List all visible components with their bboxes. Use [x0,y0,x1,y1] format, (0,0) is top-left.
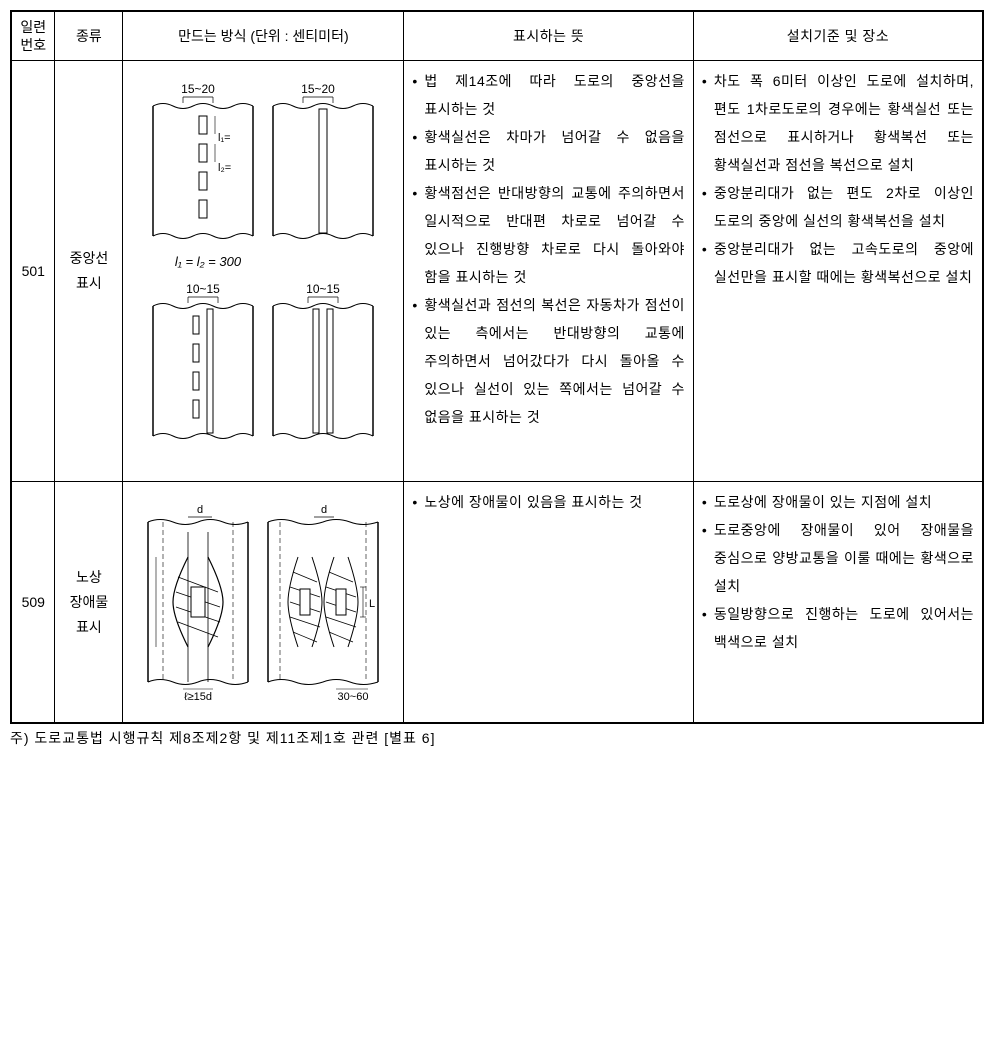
type-text-1: 중앙선 [70,250,109,266]
label-l2: l₂= [218,162,231,174]
header-type: 종류 [55,11,123,61]
meaning-list-501: 법 제14조에 따라 도로의 중앙선을 표시하는 것 황색실선은 차마가 넘어갈… [412,67,685,431]
standard-item: 도로중앙에 장애물이 있어 장애물을 중심으로 양방교통을 이룰 때에는 황색으… [702,516,974,600]
meaning-item: 황색실선은 차마가 넘어갈 수 없음을 표시하는 것 [412,123,685,179]
center-line-diagram: 15~20 l₁= [133,71,393,471]
road-marking-table: 일련 번호 종류 만드는 방식 (단위 : 센티미터) 표시하는 뜻 설치기준 … [10,10,984,724]
meaning-item: 노상에 장애물이 있음을 표시하는 것 [412,488,685,516]
type-cell: 중앙선 표시 [55,61,123,482]
meaning-cell: 노상에 장애물이 있음을 표시하는 것 [404,482,694,724]
footnote: 주) 도로교통법 시행규칙 제8조제2항 및 제11조제1호 관련 [별표 6] [10,728,984,748]
meaning-item: 법 제14조에 따라 도로의 중앙선을 표시하는 것 [412,67,685,123]
label-bottom-right: 10~15 [307,282,341,296]
label-d-right: d [321,504,327,516]
meaning-item: 황색실선과 점선의 복선은 자동차가 점선이 있는 측에서는 반대방향의 교통에… [412,291,685,431]
obstacle-marking-diagram: d [133,492,393,712]
serial-cell: 509 [11,482,55,724]
meaning-cell: 법 제14조에 따라 도로의 중앙선을 표시하는 것 황색실선은 차마가 넘어갈… [404,61,694,482]
standard-cell: 도로상에 장애물이 있는 지점에 설치 도로중앙에 장애물이 있어 장애물을 중… [693,482,983,724]
label-top-right: 15~20 [302,82,336,96]
label-ell: ℓ≥15d [184,691,212,703]
meaning-list-509: 노상에 장애물이 있음을 표시하는 것 [412,488,685,516]
serial-cell: 501 [11,61,55,482]
diagram-cell-509: d [123,482,404,724]
label-formula: l₁ = l₂ = 300 [175,254,242,269]
label-l1: l₁= [218,132,231,144]
type-text-3: 표시 [76,619,102,635]
header-row: 일련 번호 종류 만드는 방식 (단위 : 센티미터) 표시하는 뜻 설치기준 … [11,11,983,61]
standard-item: 중앙분리대가 없는 편도 2차로 이상인 도로의 중앙에 실선의 황색복선을 설… [702,179,974,235]
standard-item: 동일방향으로 진행하는 도로에 있어서는 백색으로 설치 [702,600,974,656]
label-top-left: 15~20 [182,82,216,96]
type-cell: 노상 장애물 표시 [55,482,123,724]
standard-list-501: 차도 폭 6미터 이상인 도로에 설치하며, 편도 1차로도로의 경우에는 황색… [702,67,974,291]
table-row: 501 중앙선 표시 15~20 [11,61,983,482]
diagram-cell-501: 15~20 l₁= [123,61,404,482]
standard-item: 차도 폭 6미터 이상인 도로에 설치하며, 편도 1차로도로의 경우에는 황색… [702,67,974,179]
header-serial: 일련 번호 [11,11,55,61]
table-row: 509 노상 장애물 표시 d [11,482,983,724]
type-text-2: 장애물 [70,594,109,610]
meaning-item: 황색점선은 반대방향의 교통에 주의하면서 일시적으로 반대편 차로로 넘어갈 … [412,179,685,291]
standard-item: 도로상에 장애물이 있는 지점에 설치 [702,488,974,516]
label-bottom-left: 10~15 [187,282,221,296]
header-standard: 설치기준 및 장소 [693,11,983,61]
label-d-left: d [197,504,203,516]
standard-item: 중앙분리대가 없는 고속도로의 중앙에 실선만을 표시할 때에는 황색복선으로 … [702,235,974,291]
label-30-60: 30~60 [338,691,369,703]
header-meaning: 표시하는 뜻 [404,11,694,61]
standard-cell: 차도 폭 6미터 이상인 도로에 설치하며, 편도 1차로도로의 경우에는 황색… [693,61,983,482]
type-text-2: 표시 [76,275,102,291]
label-L: L [369,598,375,610]
type-text-1: 노상 [76,569,102,585]
header-method: 만드는 방식 (단위 : 센티미터) [123,11,404,61]
standard-list-509: 도로상에 장애물이 있는 지점에 설치 도로중앙에 장애물이 있어 장애물을 중… [702,488,974,656]
